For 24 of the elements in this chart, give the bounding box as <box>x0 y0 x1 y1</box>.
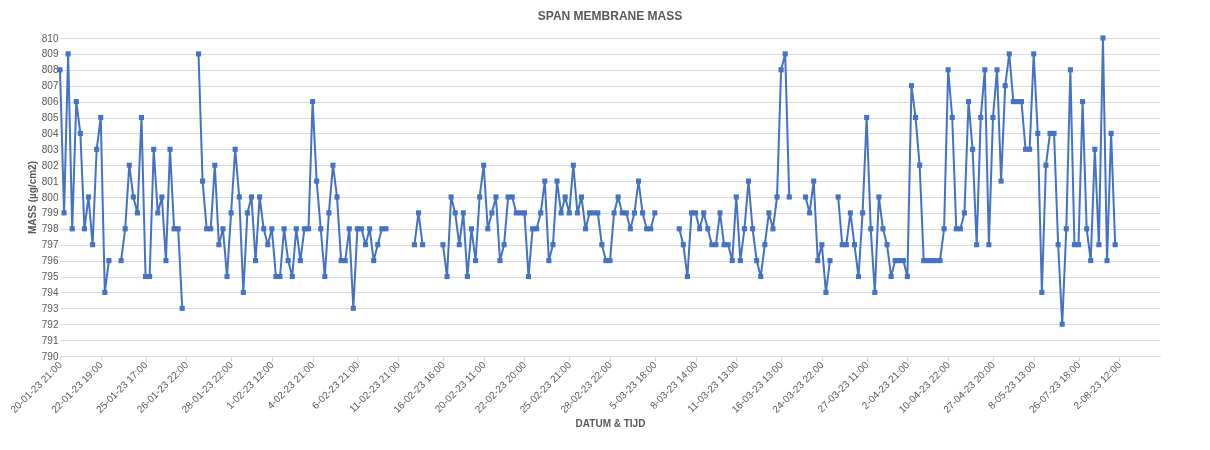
y-tick-label: 810 <box>41 32 59 44</box>
y-tick-label: 807 <box>41 80 59 92</box>
y-tick-label: 805 <box>41 112 59 123</box>
chart-title: SPAN MEMBRANE MASS <box>537 9 683 23</box>
y-tick-label: 808 <box>41 64 59 76</box>
y-tick-label: 796 <box>41 255 59 267</box>
y-tick-label: 803 <box>41 143 59 155</box>
y-tick-label: 809 <box>41 48 59 60</box>
y-tick-label: 804 <box>41 127 59 139</box>
y-tick-label: 801 <box>41 175 59 187</box>
y-tick-label: 799 <box>41 207 59 219</box>
y-tick-label: 800 <box>41 191 59 203</box>
y-tick-label: 791 <box>41 334 59 346</box>
y-axis-title: MASS (µg/cm2) <box>26 161 38 234</box>
y-tick-label: 797 <box>41 239 59 251</box>
y-tick-label: 794 <box>41 286 59 298</box>
y-tick-label: 806 <box>41 96 59 108</box>
y-tick-label: 795 <box>41 271 59 282</box>
y-tick-label: 790 <box>41 350 59 362</box>
y-tick-label: 793 <box>41 302 59 314</box>
y-tick-label: 798 <box>41 223 59 235</box>
y-tick-label: 792 <box>41 318 59 330</box>
x-axis-title: DATUM & TIJD <box>575 418 646 429</box>
y-tick-label: 802 <box>41 159 59 171</box>
